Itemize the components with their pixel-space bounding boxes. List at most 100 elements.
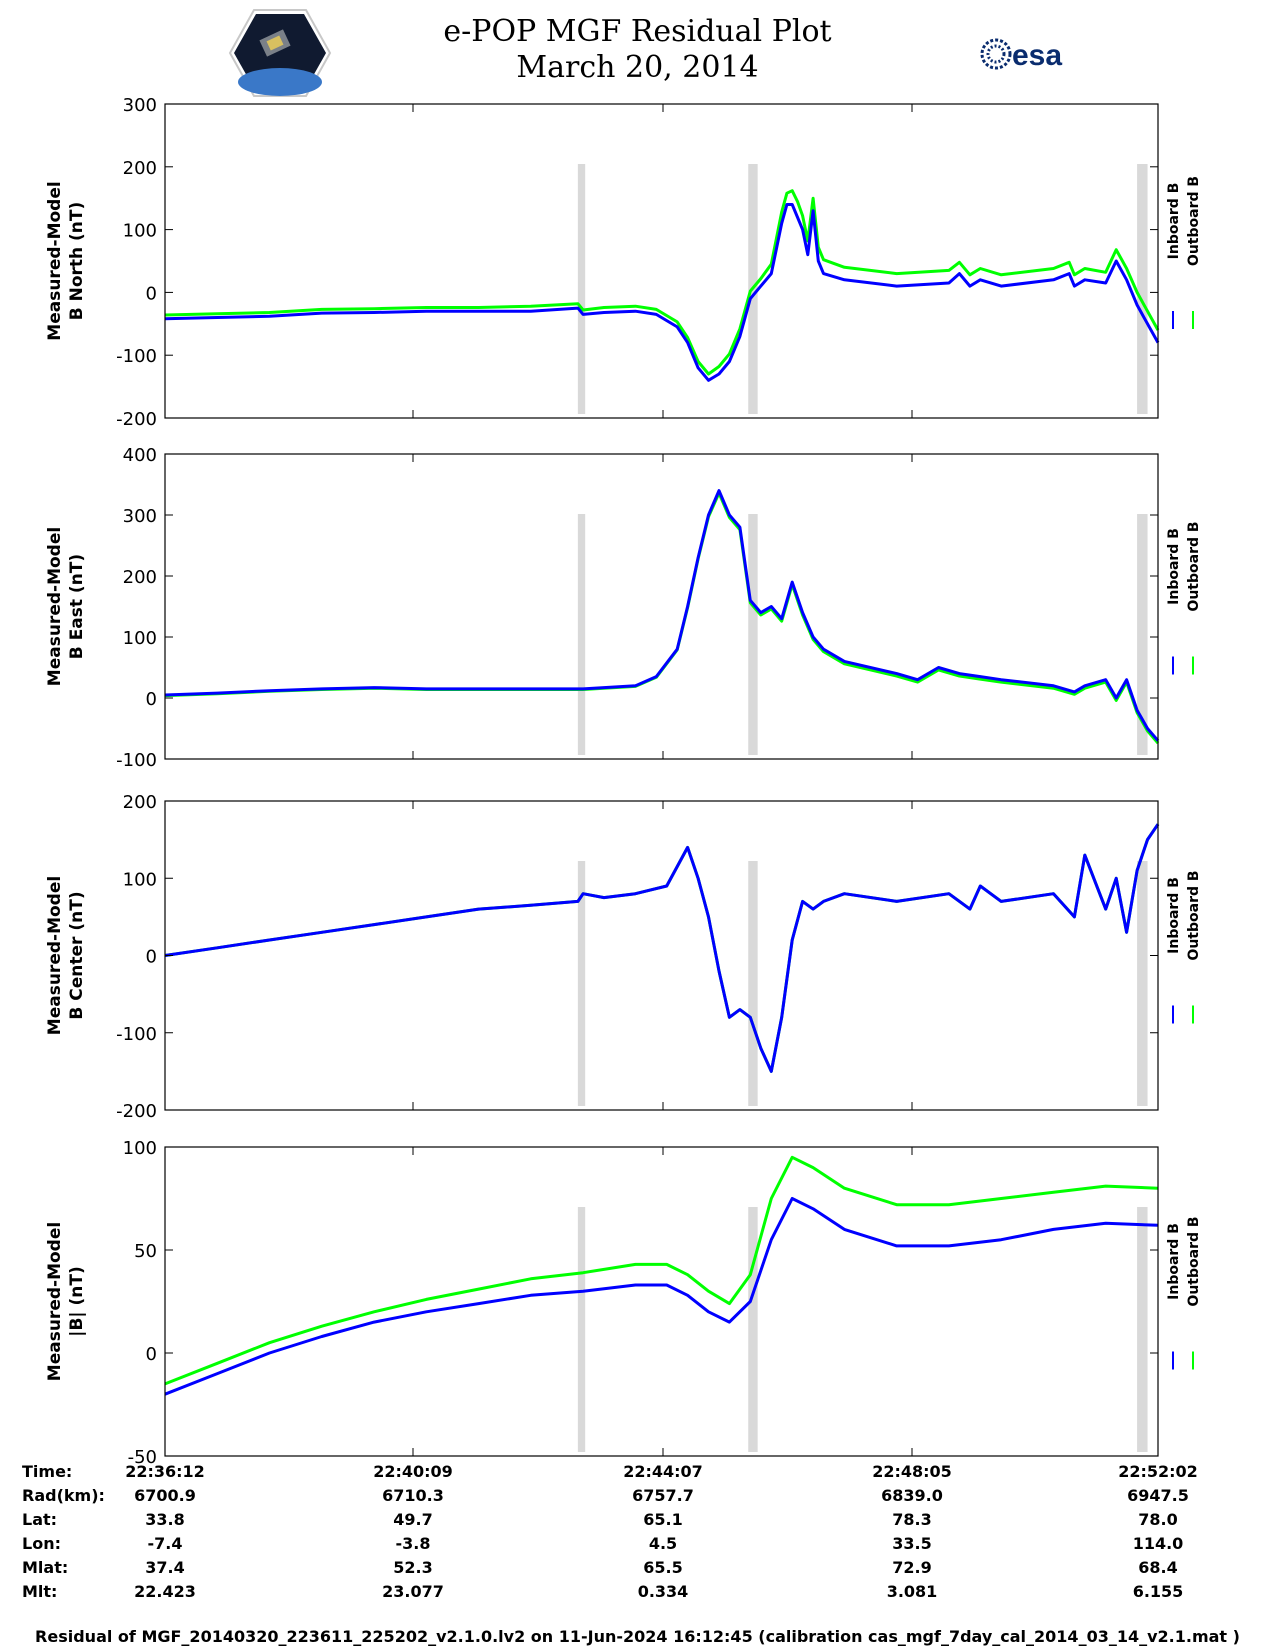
y-tick-label: 300	[123, 506, 157, 527]
ephemeris-value: 6947.5	[1127, 1486, 1189, 1505]
ephemeris-row: Time: 22:36:12 22:40:09 22:44:07 22:48:05 22:…	[0, 1462, 1275, 1486]
data-gap-band	[748, 514, 758, 755]
panel-1: 300 200 100 0 -100 -200 Measured-Model B North …	[45, 95, 1202, 430]
ephemeris-label: Lon:	[22, 1534, 61, 1553]
esa-logo: esa	[980, 38, 1062, 72]
esa-logo-text: esa	[1012, 39, 1062, 72]
panel-2: 400 300 200 100 0 -100 Measured-Model B East (n…	[45, 445, 1202, 771]
data-gap-band	[577, 514, 586, 755]
ephemeris-row: Lon: -7.4 -3.8 4.5 33.5 114.0	[0, 1534, 1275, 1558]
y-tick-label: 100	[123, 628, 157, 649]
series-line-outboard	[164, 1155, 1159, 1386]
legend-label-inboard: Inboard B	[1166, 1223, 1182, 1300]
legend-label-inboard: Inboard B	[1166, 877, 1182, 954]
y-axis-label-line2: B Center (nT)	[67, 891, 87, 1019]
y-tick-label: 0	[146, 283, 157, 304]
ephemeris-value: 114.0	[1132, 1534, 1184, 1553]
ephemeris-label: Mlt:	[22, 1582, 58, 1601]
series-line-inboard	[164, 1197, 1159, 1396]
ephemeris-value: 78.0	[1138, 1510, 1178, 1529]
ephemeris-value: 65.1	[643, 1510, 683, 1529]
series-line-outboard	[164, 189, 1160, 376]
data-gap-band	[577, 1207, 586, 1452]
data-gap-band	[748, 861, 758, 1106]
data-gap-band	[1137, 1207, 1148, 1452]
legend-label-outboard: Outboard B	[1186, 1216, 1202, 1306]
title-line-2: March 20, 2014	[516, 50, 759, 85]
y-tick-label: 0	[146, 947, 157, 968]
legend-label-outboard: Outboard B	[1186, 176, 1202, 266]
panel-3: 200 100 0 -100 -200 Measured-Model B Center (n…	[45, 792, 1202, 1122]
ephemeris-label: Lat:	[22, 1510, 58, 1529]
ephemeris-value: 22:52:02	[1118, 1462, 1198, 1481]
plot-frame	[164, 453, 1159, 760]
legend-label-inboard: Inboard B	[1166, 183, 1182, 260]
series-line-outboard	[164, 823, 1160, 1073]
ephemeris-value: 6839.0	[881, 1486, 943, 1505]
y-tick-label: 100	[123, 869, 157, 890]
data-gap-band	[577, 861, 586, 1106]
legend-label-outboard: Outboard B	[1186, 870, 1202, 960]
y-tick-label: 400	[123, 445, 157, 466]
series-line-inboard	[164, 489, 1160, 742]
ephemeris-value: 4.5	[648, 1534, 678, 1553]
panel-4: 100 50 0 -50 Measured-Model |B| (nT) Inboard B…	[45, 1138, 1202, 1468]
ephemeris-value: 6710.3	[382, 1486, 444, 1505]
ephemeris-value: 65.5	[643, 1558, 683, 1577]
ephemeris-value: 6.155	[1132, 1582, 1184, 1601]
chart-title: e-POP MGF Residual Plot March 20, 2014	[0, 14, 1275, 86]
ephemeris-value: -7.4	[147, 1534, 183, 1553]
y-axis-label-line2: |B| (nT)	[67, 1266, 87, 1337]
ephemeris-label: Mlat:	[22, 1558, 69, 1577]
ephemeris-value: 6700.9	[134, 1486, 196, 1505]
y-axis-label: Measured-Model |B| (nT)	[45, 1222, 87, 1381]
y-tick-label: 0	[146, 689, 157, 710]
y-tick-label: 100	[123, 221, 157, 242]
y-tick-label: 200	[123, 792, 157, 813]
y-tick-label: 300	[123, 95, 157, 116]
y-tick-label: -100	[116, 1024, 157, 1045]
ephemeris-value: 78.3	[892, 1510, 932, 1529]
y-tick-label: -100	[116, 346, 157, 367]
ephemeris-value: -3.8	[395, 1534, 431, 1553]
y-tick-label: -100	[116, 750, 157, 771]
y-axis-label-line2: B North (nT)	[67, 202, 87, 321]
series-line-outboard	[164, 491, 1160, 745]
y-tick-label: 200	[123, 158, 157, 179]
ephemeris-value: 22:36:12	[125, 1462, 205, 1481]
plot-frame	[164, 1146, 1159, 1457]
y-tick-label: -200	[116, 1101, 157, 1122]
series-line-inboard	[164, 823, 1160, 1073]
y-tick-label: 200	[123, 567, 157, 588]
ephemeris-value: 68.4	[1138, 1558, 1178, 1577]
cassiope-logo	[228, 9, 332, 97]
ephemeris-value: 22:44:07	[623, 1462, 703, 1481]
ephemeris-row: Mlat: 37.4 52.3 65.5 72.9 68.4	[0, 1558, 1275, 1582]
ephemeris-value: 72.9	[892, 1558, 932, 1577]
y-tick-label: 0	[146, 1344, 157, 1365]
ephemeris-label: Time:	[22, 1462, 73, 1481]
ephemeris-value: 0.334	[637, 1582, 689, 1601]
series-line-inboard	[164, 203, 1160, 382]
y-axis-label-line1: Measured-Model	[45, 876, 65, 1035]
data-gap-band	[1137, 164, 1148, 414]
ephemeris-value: 23.077	[382, 1582, 444, 1601]
ephemeris-label: Rad(km):	[22, 1486, 105, 1505]
ephemeris-row: Mlt: 22.423 23.077 0.334 3.081 6.155	[0, 1582, 1275, 1606]
footnote: Residual of MGF_20140320_223611_225202_v…	[35, 1627, 1240, 1646]
y-axis-label: Measured-Model B North (nT)	[45, 181, 87, 340]
plot-frame	[164, 103, 1159, 419]
ephemeris-value: 33.8	[145, 1510, 185, 1529]
y-tick-label: -200	[116, 409, 157, 430]
y-tick-label: 100	[123, 1138, 157, 1159]
ephemeris-value: 33.5	[892, 1534, 932, 1553]
y-axis-label-line1: Measured-Model	[45, 527, 65, 686]
data-gap-band	[1137, 514, 1148, 755]
ephemeris-value: 22:40:09	[373, 1462, 453, 1481]
plot-frame	[164, 800, 1159, 1111]
legend-label-outboard: Outboard B	[1186, 521, 1202, 611]
ephemeris-row: Rad(km): 6700.9 6710.3 6757.7 6839.0 6947.5	[0, 1486, 1275, 1510]
ephemeris-value: 49.7	[393, 1510, 433, 1529]
